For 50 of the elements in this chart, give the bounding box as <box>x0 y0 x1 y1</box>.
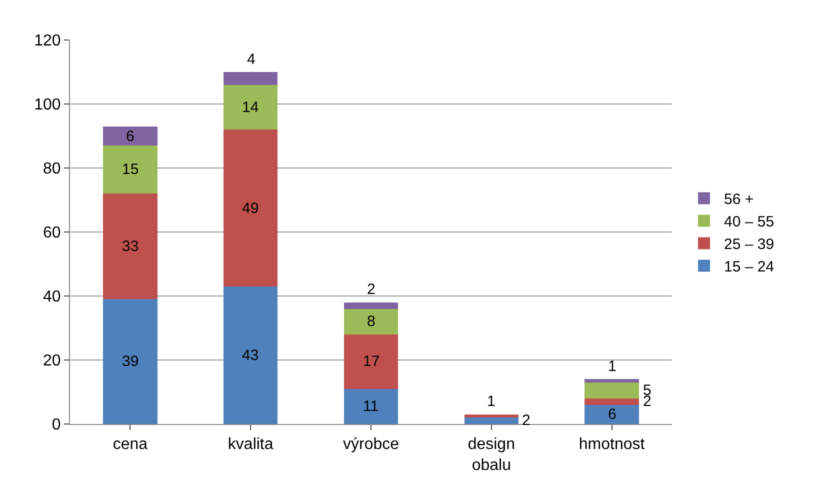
y-tick-label: 100 <box>34 96 61 114</box>
data-label: 6 <box>608 406 616 423</box>
bar <box>103 146 158 194</box>
legend-label: 25 – 39 <box>724 236 774 254</box>
y-tick-label: 80 <box>43 160 61 178</box>
bar <box>464 414 518 418</box>
bar <box>224 72 278 85</box>
x-tick-label: kvalita <box>228 436 274 454</box>
data-label: 2 <box>367 281 376 298</box>
data-label: 1 <box>487 393 496 410</box>
data-label: 6 <box>126 128 134 145</box>
data-label: 4 <box>247 51 256 68</box>
bar <box>584 404 639 424</box>
x-tick-label: design obalu <box>468 436 515 474</box>
data-label: 8 <box>367 313 376 330</box>
bar <box>224 84 278 130</box>
data-label: 17 <box>363 353 380 370</box>
bar <box>103 194 158 300</box>
legend-label: 15 – 24 <box>724 258 774 276</box>
data-label: 39 <box>122 353 139 370</box>
bar <box>103 126 158 146</box>
bar <box>103 299 158 424</box>
data-label: 43 <box>242 347 259 364</box>
data-label: 11 <box>363 398 379 415</box>
bar <box>344 302 398 309</box>
bar <box>224 130 278 286</box>
y-tick-label: 60 <box>43 224 61 242</box>
y-tick-label: 0 <box>52 416 61 434</box>
x-tick-label: hmotnost <box>578 436 646 454</box>
data-label: 1 <box>608 358 616 375</box>
bar <box>224 286 278 424</box>
y-tick-label: 120 <box>34 32 61 50</box>
y-tick-label: 20 <box>43 352 61 370</box>
legend-label: 40 – 55 <box>724 214 774 231</box>
y-tick-label: 40 <box>43 288 61 306</box>
bar <box>344 388 398 424</box>
x-tick-label: cena <box>112 436 148 454</box>
bar <box>584 382 639 398</box>
data-label: 14 <box>242 99 259 116</box>
bar <box>344 334 398 389</box>
data-label: 33 <box>122 238 139 255</box>
bar <box>344 308 398 334</box>
bar <box>584 379 639 382</box>
data-label: 2 <box>522 412 530 429</box>
data-label: 49 <box>242 200 259 217</box>
bar <box>584 398 639 405</box>
bar <box>464 418 518 424</box>
data-label: 15 <box>122 161 139 178</box>
x-tick-label: výrobce <box>342 436 400 454</box>
legend-label: 56 + <box>724 191 754 208</box>
